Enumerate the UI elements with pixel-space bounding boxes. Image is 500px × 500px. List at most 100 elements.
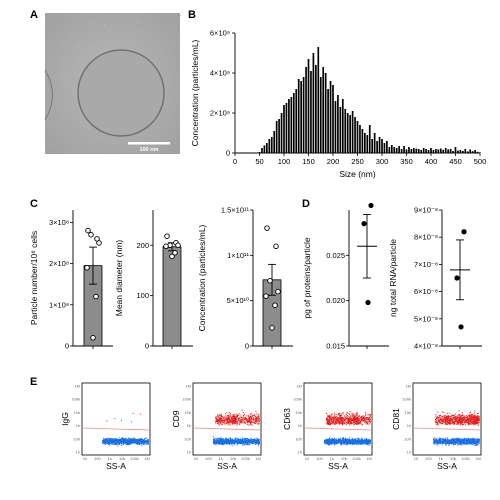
negative-event [364,438,366,440]
negative-event [215,442,217,444]
negative-event [248,440,250,442]
negative-event [249,439,250,441]
negative-event [245,438,246,440]
positive-event [215,416,217,418]
negative-event [244,439,246,441]
positive-event [366,421,368,423]
histogram-bar [420,150,423,153]
positive-event [228,421,230,422]
y-tick-label: 1×10¹¹ [227,251,249,260]
negative-event [346,442,348,444]
em-grain [98,51,100,53]
positive-event [243,417,245,419]
positive-event [366,414,368,416]
negative-event [338,442,340,444]
positive-event [369,417,371,419]
x-tick-label: 10 [194,456,199,461]
positive-event [352,417,354,419]
histogram-bar [427,150,430,153]
negative-event [214,438,216,440]
positive-event [341,423,342,424]
positive-event [332,422,334,424]
histogram-bar [449,149,452,153]
y-tick-label: 10 [187,450,192,455]
positive-event [236,414,238,416]
negative-event [237,440,239,442]
positive-event [340,418,341,420]
negative-event [134,437,136,439]
positive-event [255,419,257,420]
negative-event [141,444,143,446]
y-tick-label: 0.025 [326,251,345,260]
histogram-bar [417,149,420,153]
negative-event [242,438,244,440]
histogram-bar [322,67,325,153]
positive-event [369,415,371,417]
em-grain [56,36,58,38]
positive-event [326,419,327,421]
positive-event [221,424,223,425]
positive-event [253,417,255,419]
positive-event [335,423,337,425]
positive-event [331,420,333,422]
x-tick-label: 10k [230,456,236,461]
negative-event [115,443,117,445]
negative-event [369,441,371,443]
negative-event [355,440,357,441]
positive-event [219,422,221,424]
negative-event [227,442,229,444]
positive-event [231,418,233,420]
positive-event [350,423,352,425]
negative-event [125,437,127,439]
negative-event [336,442,338,444]
negative-event [102,443,104,445]
histogram-bar [359,125,361,153]
negative-event [473,442,475,444]
negative-event [121,440,123,442]
negative-event [130,439,132,441]
em-grain [168,29,170,31]
negative-event [327,439,328,441]
histogram-bar [349,115,351,153]
histogram-bar [376,141,378,153]
histogram-bar [452,151,454,153]
negative-event [137,441,139,443]
negative-event [459,444,461,445]
negative-event [113,443,115,445]
positive-event [106,420,108,422]
positive-event [238,417,240,419]
negative-event [345,438,347,440]
positive-event [326,422,327,424]
histogram-bar [381,139,383,153]
negative-event [331,438,333,440]
negative-event [356,441,358,443]
em-grain [76,107,78,109]
negative-event [112,440,114,442]
negative-event [135,443,137,445]
negative-event [329,441,331,443]
negative-event [237,442,239,444]
negative-event [234,440,236,441]
negative-event [239,442,241,444]
histogram-bar [310,71,312,153]
positive-event [253,418,255,420]
negative-event [327,442,328,444]
positive-event [347,418,349,419]
positive-event [359,420,361,422]
negative-event [256,438,258,439]
positive-event [356,423,358,425]
negative-event [147,442,149,444]
positive-event [360,416,362,418]
em-grain [108,30,110,32]
positive-event [355,419,357,421]
em-grain [63,14,65,16]
histogram-bar [285,103,288,153]
positive-event [230,416,232,418]
positive-event [331,423,333,425]
negative-event [350,442,352,444]
negative-event [127,443,129,445]
positive-event [241,419,243,420]
em-grain [76,117,78,119]
negative-event [358,443,359,445]
positive-event [247,415,249,416]
